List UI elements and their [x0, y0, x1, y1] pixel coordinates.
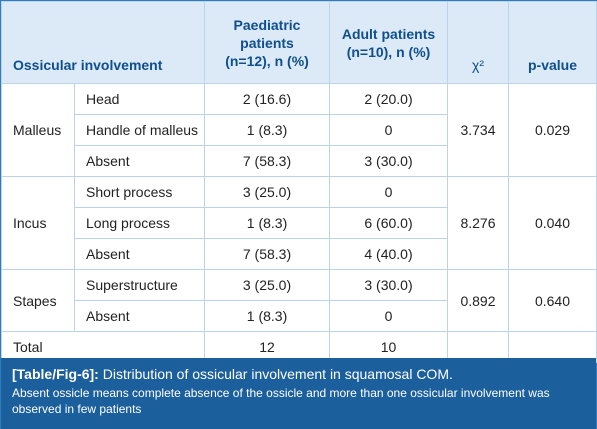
header-paediatric: Paediatric patients (n=12), n (%) [204, 1, 330, 84]
total-label: Total [1, 331, 205, 363]
total-chi-empty [447, 331, 509, 363]
subtype-cell: Absent [74, 300, 205, 332]
header-ossicular-involvement: Ossicular involvement [1, 1, 205, 84]
table-row: Absent 7 (58.3) 4 (40.0) [2, 238, 597, 270]
ossicular-involvement-table: Ossicular involvement Paediatric patient… [1, 1, 597, 363]
table-row: Stapes Superstructure 3 (25.0) 3 (30.0) … [1, 269, 597, 332]
paediatric-cell: 1 (8.3) [204, 207, 330, 239]
header-row: Ossicular involvement Paediatric patient… [1, 1, 597, 84]
header-paediatric-line2: patients [240, 34, 294, 51]
subtype-cell: Handle of malleus [74, 114, 205, 146]
adult-cell: 0 [329, 114, 448, 146]
table-row: Malleus Head 2 (16.6) 2 (20.0) 3.734 0.0… [1, 83, 597, 177]
subtype-cell: Long process [74, 207, 205, 239]
header-paediatric-line1: Paediatric [233, 16, 301, 33]
chi-stapes: 0.892 [447, 269, 509, 332]
adult-cell: 2 (20.0) [329, 83, 448, 115]
subtype-cell: Short process [74, 176, 205, 208]
p-value-stapes: 0.640 [508, 269, 597, 332]
header-adult: Adult patients (n=10), n (%) [329, 1, 448, 84]
adult-cell: 0 [329, 300, 448, 332]
subtype-cell: Head [74, 83, 205, 115]
paediatric-cell: 7 (58.3) [204, 238, 330, 270]
caption-note: Absent ossicle means complete absence of… [12, 386, 550, 416]
table-row: Handle of malleus 1 (8.3) 0 [2, 114, 597, 146]
header-adult-line1: Adult patients [341, 25, 436, 42]
adult-cell: 4 (40.0) [329, 238, 448, 270]
adult-cell: 0 [329, 176, 448, 208]
group-incus: Incus [1, 176, 75, 270]
header-adult-line2: (n=10), n (%) [346, 43, 431, 60]
header-chi-square: χ² [447, 1, 509, 84]
paediatric-cell: 1 (8.3) [204, 300, 330, 332]
group-stapes: Stapes [1, 269, 75, 332]
subtype-cell: Absent [74, 238, 205, 270]
paediatric-cell: 3 (25.0) [204, 176, 330, 208]
total-adult: 10 [329, 331, 448, 363]
table-row: Long process 1 (8.3) 6 (60.0) [2, 207, 597, 239]
header-paediatric-line3: (n=12), n (%) [225, 52, 309, 69]
total-paediatric: 12 [204, 331, 330, 363]
paediatric-cell: 7 (58.3) [204, 145, 330, 177]
chi-malleus: 3.734 [447, 83, 509, 177]
paediatric-cell: 3 (25.0) [204, 269, 330, 301]
p-value-incus: 0.040 [508, 176, 597, 270]
adult-cell: 6 (60.0) [329, 207, 448, 239]
caption-title: Distribution of ossicular involvement in… [102, 366, 453, 382]
paediatric-cell: 2 (16.6) [204, 83, 330, 115]
adult-cell: 3 (30.0) [329, 269, 448, 301]
paediatric-cell: 1 (8.3) [204, 114, 330, 146]
header-p-value: p-value [508, 1, 597, 84]
chi-incus: 8.276 [447, 176, 509, 270]
caption-title-line: [Table/Fig-6]: Distribution of ossicular… [12, 365, 585, 383]
table-caption: [Table/Fig-6]: Distribution of ossicular… [1, 358, 596, 429]
total-row: Total 12 10 [1, 331, 597, 363]
group-malleus: Malleus [1, 83, 75, 177]
adult-cell: 3 (30.0) [329, 145, 448, 177]
caption-tag: [Table/Fig-6]: [12, 366, 99, 382]
subtype-cell: Absent [74, 145, 205, 177]
table-row: Incus Short process 3 (25.0) 0 8.276 0.0… [1, 176, 597, 270]
total-p-empty [508, 331, 597, 363]
subtype-cell: Superstructure [74, 269, 205, 301]
p-value-malleus: 0.029 [508, 83, 597, 177]
